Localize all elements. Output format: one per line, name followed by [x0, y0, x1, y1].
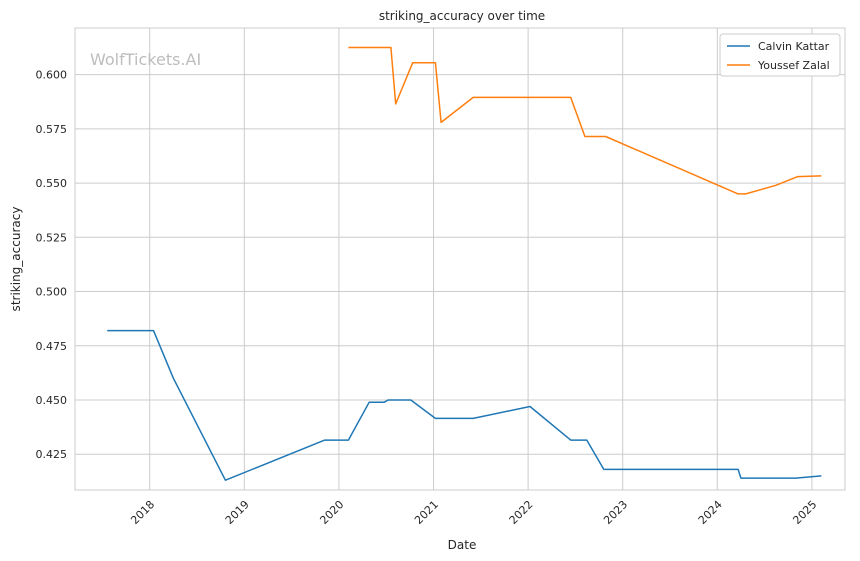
legend-label: Calvin Kattar	[758, 40, 830, 53]
x-tick-label: 2022	[507, 498, 536, 527]
series-line-calvin-kattar	[107, 329, 822, 481]
series-layer	[107, 46, 822, 481]
x-tick-label: 2023	[601, 498, 630, 527]
y-tick-label: 0.575	[36, 123, 68, 136]
y-axis-ticks: 0.425 0.450 0.475 0.500 0.525 0.550 0.575 0.600	[36, 69, 68, 462]
x-tick-label: 2021	[412, 498, 441, 527]
y-tick-label: 0.525	[36, 231, 68, 244]
x-axis-ticks: 2018 2019 2020 2021 2022 2023 2024 2025	[128, 498, 819, 527]
chart-title: striking_accuracy over time	[379, 9, 545, 23]
x-tick-label: 2020	[317, 498, 346, 527]
y-axis-label: striking_accuracy	[9, 207, 23, 312]
x-axis-label: Date	[448, 538, 477, 552]
grid-lines	[75, 28, 845, 490]
y-tick-label: 0.600	[36, 69, 68, 82]
x-tick-label: 2019	[223, 498, 252, 527]
legend: Calvin Kattar Youssef Zalal	[719, 33, 841, 77]
y-tick-label: 0.425	[36, 448, 68, 461]
watermark: WolfTickets.AI	[90, 50, 201, 69]
x-tick-label: 2018	[128, 498, 157, 527]
y-tick-label: 0.550	[36, 177, 68, 190]
series-line-youssef-zalal	[348, 46, 822, 195]
y-tick-label: 0.500	[36, 286, 68, 299]
legend-label: Youssef Zalal	[757, 59, 830, 72]
x-tick-label: 2025	[790, 498, 819, 527]
x-tick-label: 2024	[696, 498, 725, 527]
y-tick-label: 0.475	[36, 340, 68, 353]
plot-area	[74, 27, 846, 491]
y-tick-label: 0.450	[36, 394, 68, 407]
